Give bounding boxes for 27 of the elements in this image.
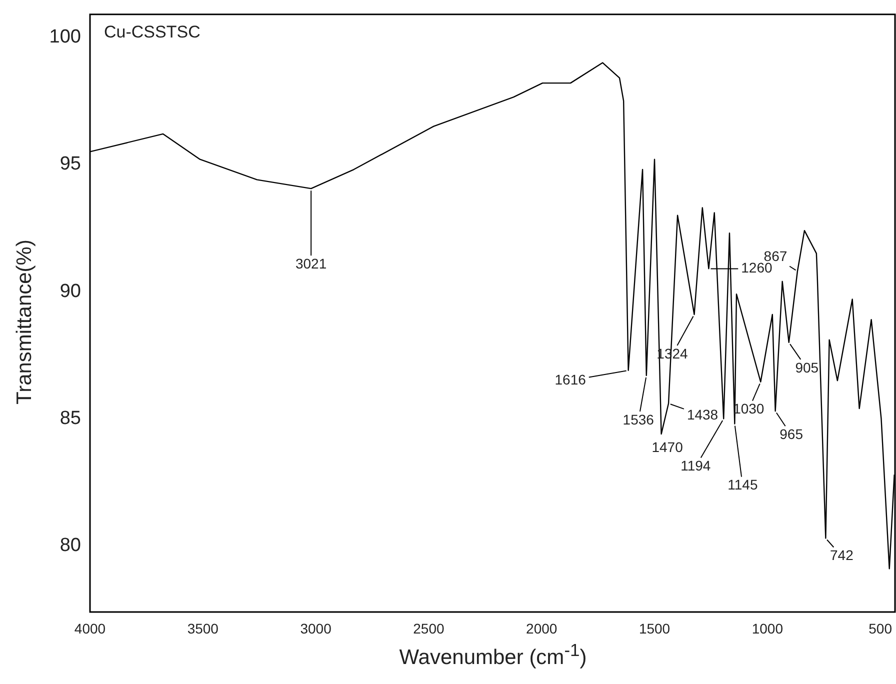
x-tick-label: 1000: [752, 620, 784, 636]
x-tick-label: 1500: [638, 620, 670, 636]
x-tick-label: 2000: [526, 620, 558, 636]
y-tick-label: 95: [60, 154, 81, 175]
annotation: 905: [795, 359, 819, 376]
y-tick-label: 90: [60, 280, 81, 302]
x-tick-label: 4000: [74, 620, 106, 636]
annotation: Cu-CSSTSC: [104, 22, 200, 42]
x-tick-label: 500: [868, 620, 892, 636]
x-tick-label: 3500: [187, 620, 219, 636]
y-tick-label: 80: [60, 535, 81, 556]
y-tick-label: 85: [60, 408, 81, 429]
x-tick-label: 3000: [300, 620, 332, 636]
y-axis-title: Transmittance(%): [13, 240, 37, 404]
annotation: 965: [780, 426, 804, 442]
annotation: 1438: [686, 406, 718, 422]
annotation: 1536: [622, 411, 654, 428]
annotation: 742: [830, 547, 854, 564]
annotation: 1145: [728, 476, 758, 493]
annotation: 1260: [741, 260, 772, 276]
annotation: 1470: [652, 438, 684, 455]
y-tick-label: 100: [49, 26, 81, 48]
annotation: 1616: [554, 371, 586, 388]
x-tick-label: 2500: [413, 620, 444, 636]
annotation: 1194: [680, 458, 711, 474]
annotation: 3021: [295, 255, 327, 272]
x-axis-title: Wavenumber (cm$^{-1}$): [398, 640, 588, 670]
